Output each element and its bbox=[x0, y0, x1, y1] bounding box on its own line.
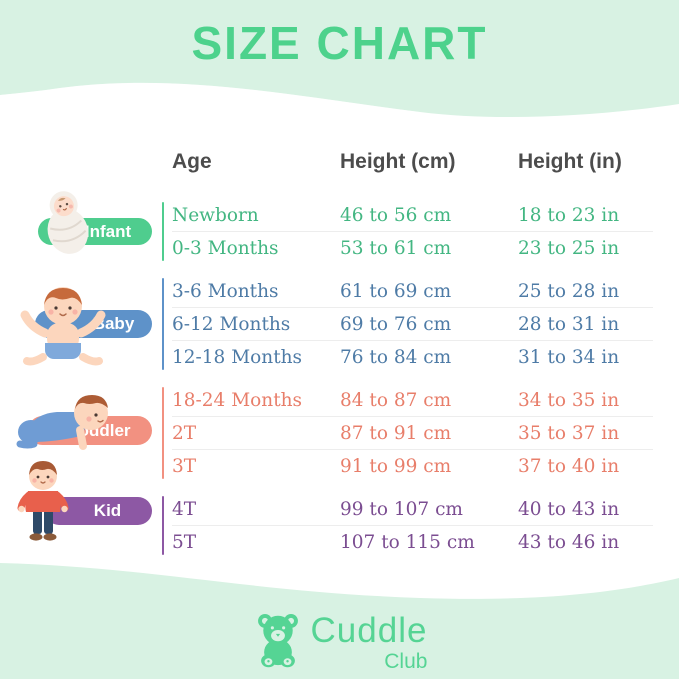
age-cell: 12-18 Months bbox=[172, 346, 303, 368]
crawling-toddler-icon bbox=[16, 395, 108, 450]
bottom-wave-decoration bbox=[0, 563, 679, 679]
age-cell: 6-12 Months bbox=[172, 313, 291, 335]
age-cell: 3T bbox=[172, 455, 197, 477]
header-age: Age bbox=[172, 150, 212, 173]
height-in-cell: 34 to 35 in bbox=[518, 389, 620, 411]
badge-label: Infant bbox=[84, 221, 132, 241]
header-height-in: Height (in) bbox=[518, 150, 622, 173]
header-height-cm: Height (cm) bbox=[340, 150, 456, 173]
sitting-baby-icon bbox=[20, 287, 106, 366]
page-title: SIZE CHART bbox=[191, 17, 488, 69]
height-in-cell: 23 to 25 in bbox=[518, 237, 620, 259]
group-infant: Newborn 46 to 56 cm 18 to 23 in 0-3 Mont… bbox=[162, 199, 653, 264]
table-row: 0-3 Months 53 to 61 cm 23 to 25 in bbox=[172, 231, 653, 264]
height-in-cell: 18 to 23 in bbox=[518, 204, 620, 226]
height-cm-cell: 99 to 107 cm bbox=[340, 498, 463, 520]
height-cm-cell: 53 to 61 cm bbox=[340, 237, 452, 259]
group-toddler: 18-24 Months 84 to 87 cm 34 to 35 in 2T … bbox=[162, 384, 653, 482]
table-row: 12-18 Months 76 to 84 cm 31 to 34 in bbox=[172, 340, 653, 373]
brand-subname: Club bbox=[384, 650, 428, 673]
group-kid: 4T 99 to 107 cm 40 to 43 in 5T 107 to 11… bbox=[162, 493, 653, 558]
age-cell: 0-3 Months bbox=[172, 237, 279, 259]
top-wave-decoration bbox=[0, 0, 679, 118]
standing-kid-icon bbox=[17, 461, 69, 541]
height-in-cell: 31 to 34 in bbox=[518, 346, 620, 368]
height-in-cell: 25 to 28 in bbox=[518, 280, 620, 302]
age-cell: 2T bbox=[172, 422, 197, 444]
height-cm-cell: 76 to 84 cm bbox=[340, 346, 452, 368]
height-in-cell: 35 to 37 in bbox=[518, 422, 620, 444]
table-row: 5T 107 to 115 cm 43 to 46 in bbox=[172, 525, 653, 558]
table-row: 6-12 Months 69 to 76 cm 28 to 31 in bbox=[172, 307, 653, 340]
age-cell: 5T bbox=[172, 531, 197, 553]
height-cm-cell: 91 to 99 cm bbox=[340, 455, 452, 477]
height-cm-cell: 69 to 76 cm bbox=[340, 313, 452, 335]
height-in-cell: 43 to 46 in bbox=[518, 531, 620, 553]
brand-name: Cuddle bbox=[310, 611, 428, 650]
age-cell: 18-24 Months bbox=[172, 389, 303, 411]
table-row: Newborn 46 to 56 cm 18 to 23 in bbox=[172, 199, 653, 231]
age-cell: 4T bbox=[172, 498, 197, 520]
age-cell: 3-6 Months bbox=[172, 280, 279, 302]
teddy-bear-icon bbox=[257, 614, 298, 668]
height-cm-cell: 107 to 115 cm bbox=[340, 531, 475, 553]
group-baby: 3-6 Months 61 to 69 cm 25 to 28 in 6-12 … bbox=[162, 275, 653, 373]
table-row: 18-24 Months 84 to 87 cm 34 to 35 in bbox=[172, 384, 653, 416]
height-cm-cell: 46 to 56 cm bbox=[340, 204, 452, 226]
height-in-cell: 28 to 31 in bbox=[518, 313, 620, 335]
table-row: 3-6 Months 61 to 69 cm 25 to 28 in bbox=[172, 275, 653, 307]
swaddled-infant-icon bbox=[47, 191, 89, 254]
table-row: 4T 99 to 107 cm 40 to 43 in bbox=[172, 493, 653, 525]
table-row: 3T 91 to 99 cm 37 to 40 in bbox=[172, 449, 653, 482]
age-cell: Newborn bbox=[172, 204, 259, 226]
height-cm-cell: 87 to 91 cm bbox=[340, 422, 452, 444]
badge-label: Kid bbox=[93, 501, 122, 520]
height-in-cell: 37 to 40 in bbox=[518, 455, 620, 477]
table-row: 2T 87 to 91 cm 35 to 37 in bbox=[172, 416, 653, 449]
table-header-row: Age Height (cm) Height (in) bbox=[172, 150, 653, 174]
height-cm-cell: 61 to 69 cm bbox=[340, 280, 452, 302]
brand-logo: Cuddle Club bbox=[0, 611, 679, 672]
height-cm-cell: 84 to 87 cm bbox=[340, 389, 452, 411]
height-in-cell: 40 to 43 in bbox=[518, 498, 620, 520]
size-table: Newborn 46 to 56 cm 18 to 23 in 0-3 Mont… bbox=[162, 199, 653, 558]
